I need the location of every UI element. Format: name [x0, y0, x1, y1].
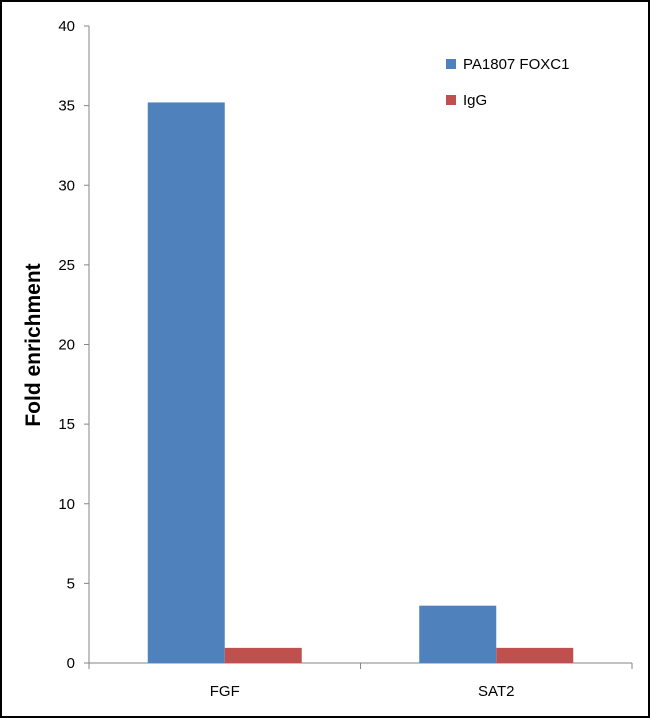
x-axis: FGF SAT2 [88, 662, 633, 700]
y-tick-label: 30 [58, 177, 75, 194]
legend-swatch [446, 95, 456, 105]
bar-foxc1 [147, 102, 225, 663]
bar-igg [224, 647, 302, 663]
bar-foxc1 [419, 605, 497, 663]
legend: PA1807 FOXC1 IgG [446, 56, 569, 109]
legend-swatch [446, 59, 456, 69]
y-tick-label: 20 [58, 337, 75, 354]
bars [147, 102, 574, 663]
y-tick-label: 10 [58, 496, 75, 513]
y-tick-label: 5 [67, 575, 75, 592]
y-tick-label: 40 [58, 18, 75, 35]
y-axis-title: Fold enrichment [22, 263, 45, 426]
legend-label: PA1807 FOXC1 [463, 56, 569, 73]
legend-label: IgG [463, 92, 487, 109]
y-tick-label: 0 [67, 655, 75, 672]
y-tick-label: 15 [58, 416, 75, 433]
x-category-label: FGF [210, 683, 240, 700]
y-tick-label: 35 [58, 98, 75, 115]
x-category-label: SAT2 [478, 683, 514, 700]
bar-igg [496, 647, 574, 663]
y-tick-label: 25 [58, 257, 75, 274]
y-axis: 0 5 10 15 20 25 30 35 40 [58, 18, 90, 672]
